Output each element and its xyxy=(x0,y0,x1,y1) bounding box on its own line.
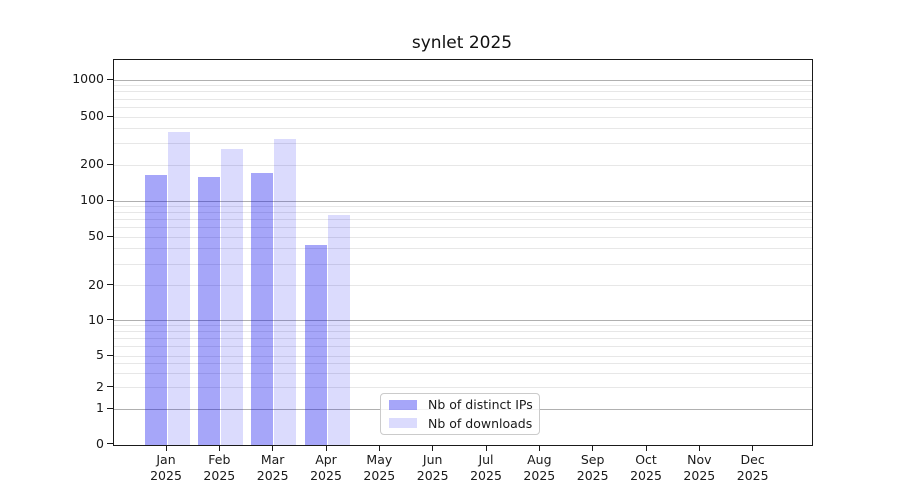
y-tick-mark-0 xyxy=(107,443,113,444)
x-tick-mark-jun xyxy=(432,445,434,451)
gridline-3 xyxy=(114,373,812,375)
x-tick-mark-feb xyxy=(218,445,220,451)
legend: Nb of distinct IPs Nb of downloads xyxy=(380,393,540,435)
y-tick-label-500: 500 xyxy=(80,108,104,123)
plot-area: Nb of distinct IPs Nb of downloads xyxy=(113,59,813,446)
gridline-200 xyxy=(114,164,812,166)
gridline-7 xyxy=(114,338,812,340)
gridline-20 xyxy=(114,285,812,286)
x-tick-mark-aug xyxy=(538,445,540,451)
x-tick-mark-jan xyxy=(165,445,167,451)
gridline-80 xyxy=(114,212,812,214)
x-tick-mark-dec xyxy=(752,445,754,451)
gridline-4 xyxy=(114,363,812,365)
gridline-2 xyxy=(114,387,812,388)
gridline-50 xyxy=(114,236,812,238)
x-tick-label-jan: Jan 2025 xyxy=(150,452,182,483)
gridline-800 xyxy=(114,91,812,93)
gridline-300 xyxy=(114,143,812,145)
y-tick-mark-5 xyxy=(107,354,113,356)
gridline-8 xyxy=(114,331,812,333)
legend-item-downloads: Nb of downloads xyxy=(389,415,533,432)
gridline-400 xyxy=(114,128,812,130)
bar-apr-downloads xyxy=(327,214,350,445)
x-tick-label-mar: Mar 2025 xyxy=(256,452,289,483)
y-tick-mark-10 xyxy=(107,319,113,320)
x-tick-label-sep: Sep 2025 xyxy=(576,452,609,483)
x-tick-label-jun: Jun 2025 xyxy=(416,452,449,483)
grid-layer xyxy=(114,60,812,445)
gridline-10 xyxy=(114,320,812,321)
gridline-600 xyxy=(114,106,812,108)
x-tick-label-dec: Dec 2025 xyxy=(736,452,769,483)
x-tick-label-feb: Feb 2025 xyxy=(203,452,236,483)
x-tick-label-nov: Nov 2025 xyxy=(683,452,716,483)
gridline-70 xyxy=(114,219,812,221)
x-tick-mark-apr xyxy=(325,445,327,451)
y-tick-label-200: 200 xyxy=(80,156,104,171)
bar-apr-distinct-ips xyxy=(304,244,327,445)
gridline-9 xyxy=(114,325,812,327)
bar-feb-distinct-ips xyxy=(197,176,220,445)
y-tick-label-0: 0 xyxy=(96,435,104,451)
legend-label-downloads: Nb of downloads xyxy=(428,415,533,431)
y-tick-mark-500 xyxy=(107,115,113,117)
legend-swatch-distinct-ips xyxy=(389,399,417,410)
x-tick-label-apr: Apr 2025 xyxy=(310,452,342,483)
gridline-60 xyxy=(114,227,812,229)
y-tick-mark-1 xyxy=(107,407,113,409)
x-tick-mark-may xyxy=(378,445,380,451)
y-tick-mark-100 xyxy=(107,199,113,201)
legend-item-distinct-ips: Nb of distinct IPs xyxy=(389,397,533,413)
y-tick-mark-2 xyxy=(107,386,113,387)
legend-label-distinct-ips: Nb of distinct IPs xyxy=(428,397,533,413)
x-tick-mark-nov xyxy=(698,445,700,451)
y-tick-mark-50 xyxy=(107,235,113,237)
y-tick-label-100: 100 xyxy=(80,192,104,207)
x-tick-mark-sep xyxy=(592,445,594,451)
bar-mar-downloads xyxy=(274,138,297,445)
y-tick-label-50: 50 xyxy=(88,228,104,243)
x-tick-mark-mar xyxy=(272,445,274,451)
gridline-5 xyxy=(114,355,812,357)
y-tick-label-1000: 1000 xyxy=(72,71,104,86)
y-tick-label-10: 10 xyxy=(88,311,104,327)
bar-feb-downloads xyxy=(220,149,243,445)
y-tick-label-2: 2 xyxy=(96,378,104,394)
gridline-900 xyxy=(114,85,812,87)
gridline-700 xyxy=(114,98,812,100)
bars-layer xyxy=(114,60,812,445)
chart-title: synlet 2025 xyxy=(411,33,513,53)
gridline-100 xyxy=(114,200,812,202)
y-tick-label-1: 1 xyxy=(96,400,104,415)
x-tick-label-aug: Aug 2025 xyxy=(523,452,556,483)
y-tick-mark-20 xyxy=(107,284,113,285)
bar-mar-distinct-ips xyxy=(251,173,274,445)
x-tick-mark-jul xyxy=(485,445,487,451)
gridline-500 xyxy=(114,116,812,118)
y-tick-label-5: 5 xyxy=(96,347,104,362)
gridline-6 xyxy=(114,346,812,348)
gridline-90 xyxy=(114,205,812,207)
gridline-30 xyxy=(114,263,812,265)
gridline-40 xyxy=(114,248,812,250)
y-tick-label-20: 20 xyxy=(88,276,104,292)
x-tick-label-jul: Jul 2025 xyxy=(470,452,502,483)
gridline-1000 xyxy=(114,79,812,81)
bar-jan-distinct-ips xyxy=(144,175,167,445)
y-tick-mark-1000 xyxy=(107,78,113,80)
y-tick-mark-200 xyxy=(107,163,113,165)
x-tick-mark-oct xyxy=(645,445,647,451)
legend-swatch-downloads xyxy=(389,418,417,429)
x-tick-label-oct: Oct 2025 xyxy=(630,452,662,483)
bar-jan-downloads xyxy=(167,132,190,445)
x-tick-label-may: May 2025 xyxy=(363,452,396,483)
